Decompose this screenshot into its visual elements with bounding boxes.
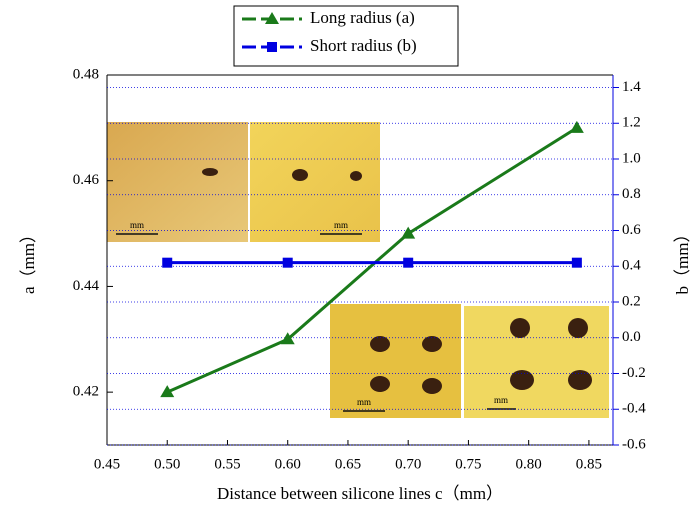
x-tick-label: 0.85 (576, 456, 602, 472)
y-tick-label: 0.44 (73, 278, 100, 294)
y2-tick-label: 1.0 (622, 150, 641, 166)
photo (250, 122, 380, 242)
x-tick-label: 0.60 (275, 456, 301, 472)
y2-tick-label: 1.4 (622, 79, 641, 95)
marker (570, 121, 584, 133)
legend-marker (267, 42, 277, 52)
legend-label: Long radius (a) (310, 8, 415, 27)
photo (330, 304, 461, 418)
y2-tick-label: -0.4 (622, 401, 646, 417)
x-tick-label: 0.45 (94, 456, 120, 472)
y-tick-label: 0.42 (73, 384, 99, 400)
marker (162, 258, 172, 268)
scale-label: mm (494, 395, 508, 405)
marker (283, 258, 293, 268)
y2-axis-label: b（mm） (673, 226, 692, 295)
photo (464, 306, 609, 418)
y2-tick-label: 0.4 (622, 258, 641, 274)
legend-label: Short radius (b) (310, 36, 417, 55)
y2-tick-label: 0.0 (622, 329, 641, 345)
marker (403, 258, 413, 268)
marker (572, 258, 582, 268)
y2-tick-label: 1.2 (622, 115, 641, 131)
x-tick-label: 0.50 (154, 456, 180, 472)
scale-label: mm (334, 220, 348, 230)
legend: Long radius (a) Short radius (b) (234, 6, 458, 66)
y-tick-label: 0.48 (73, 66, 99, 82)
y2-tick-label: 0.2 (622, 293, 641, 309)
scale-label: mm (357, 397, 371, 407)
x-tick-label: 0.70 (395, 456, 421, 472)
x-tick-label: 0.55 (214, 456, 240, 472)
scale-label: mm (130, 220, 144, 230)
y2-tick-label: -0.6 (622, 436, 646, 452)
y-axis-label: a（mm） (19, 226, 38, 294)
x-axis-label: Distance between silicone lines c（mm） (217, 484, 503, 503)
x-tick-label: 0.80 (516, 456, 542, 472)
photo (107, 122, 248, 242)
x-tick-label: 0.65 (335, 456, 361, 472)
marker (401, 227, 415, 239)
x-tick-label: 0.75 (455, 456, 481, 472)
y2-tick-label: -0.2 (622, 365, 646, 381)
y2-tick-label: 0.6 (622, 222, 641, 238)
chart: Long radius (a) Short radius (b) Distance… (0, 0, 694, 509)
y-tick-label: 0.46 (73, 172, 100, 188)
y2-tick-label: 0.8 (622, 186, 641, 202)
